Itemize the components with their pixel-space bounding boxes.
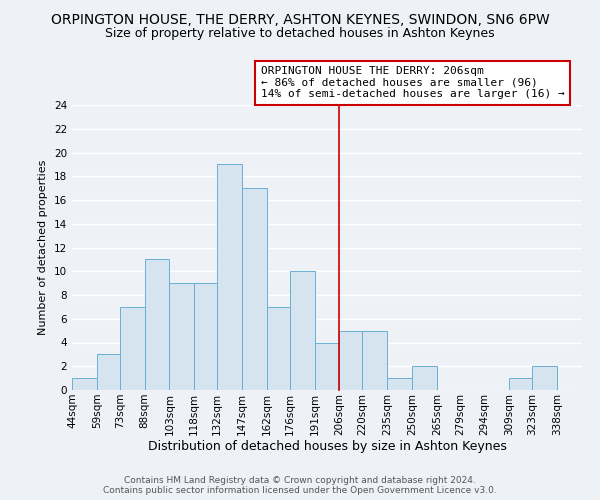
Bar xyxy=(169,283,194,390)
Bar xyxy=(314,342,340,390)
Text: Size of property relative to detached houses in Ashton Keynes: Size of property relative to detached ho… xyxy=(105,28,495,40)
Bar xyxy=(97,354,120,390)
X-axis label: Distribution of detached houses by size in Ashton Keynes: Distribution of detached houses by size … xyxy=(148,440,506,454)
Bar xyxy=(412,366,437,390)
Bar xyxy=(340,330,362,390)
Text: ORPINGTON HOUSE THE DERRY: 206sqm
← 86% of detached houses are smaller (96)
14% : ORPINGTON HOUSE THE DERRY: 206sqm ← 86% … xyxy=(260,66,565,100)
Bar xyxy=(145,260,169,390)
Text: Contains HM Land Registry data © Crown copyright and database right 2024.
Contai: Contains HM Land Registry data © Crown c… xyxy=(103,476,497,495)
Bar xyxy=(387,378,412,390)
Bar xyxy=(217,164,242,390)
Bar xyxy=(120,307,145,390)
Bar xyxy=(194,283,217,390)
Bar xyxy=(509,378,532,390)
Text: ORPINGTON HOUSE, THE DERRY, ASHTON KEYNES, SWINDON, SN6 6PW: ORPINGTON HOUSE, THE DERRY, ASHTON KEYNE… xyxy=(50,12,550,26)
Bar xyxy=(362,330,387,390)
Bar xyxy=(267,307,290,390)
Bar xyxy=(242,188,267,390)
Bar xyxy=(290,271,314,390)
Bar xyxy=(72,378,97,390)
Bar xyxy=(532,366,557,390)
Y-axis label: Number of detached properties: Number of detached properties xyxy=(38,160,49,335)
